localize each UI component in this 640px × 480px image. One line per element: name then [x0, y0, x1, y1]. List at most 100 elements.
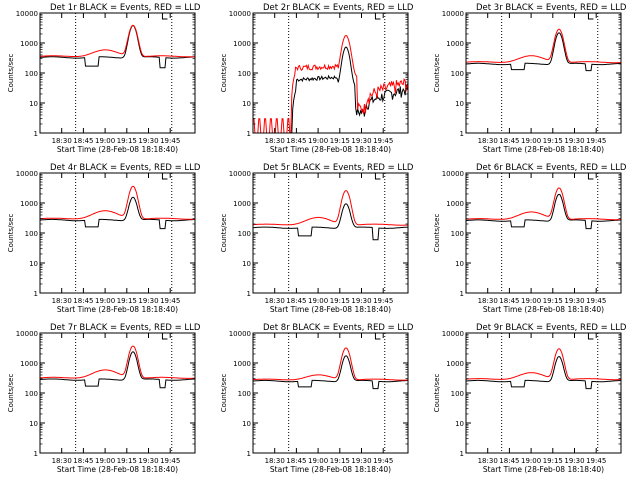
events-series-line [253, 355, 408, 390]
x-axis-label: Start Time (28-Feb-08 18:18:40) [57, 305, 178, 314]
x-tick-label: 19:00 [521, 297, 541, 305]
time-range-bracket [374, 173, 381, 180]
chart-panel-8: Det 8r BLACK = Events, RED = LLD 1 10 100 10… [220, 323, 414, 474]
x-tick-label: 19:15 [330, 457, 350, 465]
time-range-bracket [587, 173, 594, 180]
x-axis-label: Start Time (28-Feb-08 18:18:40) [270, 465, 391, 474]
lld-series-line [253, 34, 408, 133]
y-tick-label: 10000 [16, 330, 38, 338]
x-tick-label: 19:45 [160, 137, 180, 145]
y-tick-label: 10 [29, 100, 38, 108]
y-tick-label: 100 [238, 70, 251, 78]
lld-series-line [466, 187, 621, 221]
events-series-line [466, 32, 621, 72]
lld-series-line [466, 28, 621, 64]
y-tick-label: 10 [455, 420, 464, 428]
y-tick-label: 1000 [446, 40, 464, 48]
x-tick-label: 19:30 [564, 457, 584, 465]
x-tick-label: 19:15 [543, 457, 563, 465]
x-tick-label: 18:45 [499, 297, 519, 305]
y-tick-label: 100 [238, 230, 251, 238]
x-axis-label: Start Time (28-Feb-08 18:18:40) [270, 145, 391, 154]
y-tick-label: 10 [455, 260, 464, 268]
x-tick-label: 19:00 [95, 297, 115, 305]
y-tick-label: 1000 [446, 200, 464, 208]
x-tick-label: 19:15 [330, 137, 350, 145]
events-series-line [40, 351, 195, 389]
chart-panel-2: Det 2r BLACK = Events, RED = LLD 1 10 100 10… [220, 3, 414, 154]
y-axis-label: Counts/sec [220, 54, 228, 93]
x-tick-label: 19:15 [117, 297, 137, 305]
x-axis-label: Start Time (28-Feb-08 18:18:40) [57, 465, 178, 474]
y-tick-label: 10000 [229, 10, 251, 18]
x-tick-label: 19:30 [564, 137, 584, 145]
y-tick-label: 10000 [442, 10, 464, 18]
x-tick-label: 19:45 [160, 457, 180, 465]
x-tick-label: 18:45 [73, 297, 93, 305]
lld-series-line [40, 185, 195, 220]
x-tick-label: 19:30 [351, 297, 371, 305]
y-axis-label: Counts/sec [433, 54, 441, 93]
chart-panel-1: Det 1r BLACK = Events, RED = LLD 1 10 100 10… [7, 3, 201, 154]
events-series-line [253, 46, 408, 133]
lld-series-line [466, 348, 621, 381]
y-tick-label: 10000 [16, 170, 38, 178]
y-tick-label: 1000 [233, 200, 251, 208]
x-axis-label: Start Time (28-Feb-08 18:18:40) [270, 305, 391, 314]
events-series-line [40, 24, 195, 69]
events-series-line [40, 196, 195, 230]
x-axis-label: Start Time (28-Feb-08 18:18:40) [483, 305, 604, 314]
chart-panel-6: Det 6r BLACK = Events, RED = LLD 1 10 100 10… [433, 163, 627, 314]
x-tick-label: 19:30 [351, 457, 371, 465]
y-tick-label: 10 [29, 260, 38, 268]
y-tick-label: 1 [34, 450, 38, 458]
x-axis-label: Start Time (28-Feb-08 18:18:40) [483, 465, 604, 474]
x-tick-label: 18:30 [265, 297, 285, 305]
y-tick-label: 10 [242, 260, 251, 268]
x-tick-label: 18:45 [286, 297, 306, 305]
chart-title: Det 2r BLACK = Events, RED = LLD [263, 3, 414, 13]
chart-panel-3: Det 3r BLACK = Events, RED = LLD 1 10 100 10… [433, 3, 627, 154]
y-tick-label: 10000 [229, 170, 251, 178]
y-tick-label: 10 [242, 100, 251, 108]
y-tick-label: 100 [25, 390, 38, 398]
y-tick-label: 1000 [20, 200, 38, 208]
time-range-bracket [587, 333, 594, 340]
events-series-line [466, 355, 621, 390]
time-range-bracket [587, 13, 594, 20]
chart-title: Det 6r BLACK = Events, RED = LLD [476, 163, 627, 173]
x-tick-label: 19:00 [95, 137, 115, 145]
x-tick-label: 19:30 [564, 297, 584, 305]
x-tick-label: 18:45 [73, 137, 93, 145]
y-tick-label: 1 [460, 290, 464, 298]
y-tick-label: 100 [451, 230, 464, 238]
x-tick-label: 19:30 [351, 137, 371, 145]
x-tick-label: 19:45 [160, 297, 180, 305]
x-tick-label: 18:30 [52, 457, 72, 465]
x-tick-label: 18:30 [265, 137, 285, 145]
x-tick-label: 18:45 [286, 137, 306, 145]
y-tick-label: 10 [29, 420, 38, 428]
chart-panel-5: Det 5r BLACK = Events, RED = LLD 1 10 100 10… [220, 163, 414, 314]
chart-title: Det 5r BLACK = Events, RED = LLD [263, 163, 414, 173]
chart-title: Det 7r BLACK = Events, RED = LLD [50, 323, 201, 333]
time-range-bracket [374, 333, 381, 340]
x-tick-label: 18:45 [73, 457, 93, 465]
x-tick-label: 19:00 [95, 457, 115, 465]
y-tick-label: 100 [25, 70, 38, 78]
x-tick-label: 19:45 [373, 297, 393, 305]
lld-series-line [253, 347, 408, 381]
y-axis-label: Counts/sec [433, 214, 441, 253]
x-tick-label: 19:45 [586, 297, 606, 305]
time-range-bracket [374, 13, 381, 20]
y-tick-label: 1000 [233, 40, 251, 48]
x-tick-label: 18:45 [499, 457, 519, 465]
time-range-bracket [161, 333, 168, 340]
y-tick-label: 1 [247, 290, 251, 298]
y-tick-label: 100 [451, 390, 464, 398]
y-tick-label: 1000 [20, 360, 38, 368]
y-axis-label: Counts/sec [220, 214, 228, 253]
y-axis-label: Counts/sec [7, 214, 15, 253]
x-tick-label: 18:30 [478, 137, 498, 145]
